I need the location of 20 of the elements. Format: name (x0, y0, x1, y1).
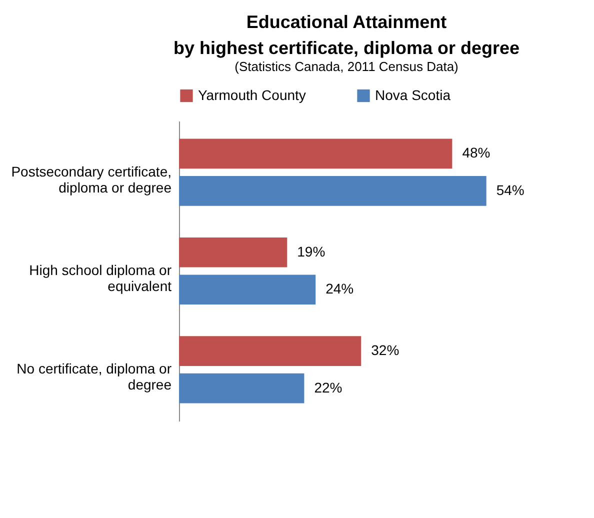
bar (179, 138, 452, 169)
bar (179, 176, 486, 206)
data-label: 22% (314, 379, 342, 396)
bar (179, 237, 288, 268)
data-label: 32% (371, 342, 400, 358)
bar (179, 373, 304, 404)
data-label: 19% (297, 243, 326, 260)
bar (179, 336, 362, 366)
legend-label: Yarmouth County (198, 86, 306, 103)
text: (Statistics Canada, 2011 Census Data) (234, 59, 458, 74)
data-label: 48% (462, 144, 490, 161)
y-tick-label: No certificate, diploma or degree (16, 360, 172, 393)
y-tick-label: High school diploma or equivalent (29, 262, 172, 294)
chart-subtitle: by highest certificate, diploma or degree (173, 38, 520, 58)
bar (179, 274, 316, 305)
data-label: 54% (496, 182, 524, 198)
chart-title: Educational Attainment (246, 12, 447, 32)
legend-label: Nova Scotia (375, 86, 451, 103)
y-tick-label: Postsecondary certificate, diploma or degree (11, 163, 172, 196)
data-label: 24% (326, 280, 354, 297)
